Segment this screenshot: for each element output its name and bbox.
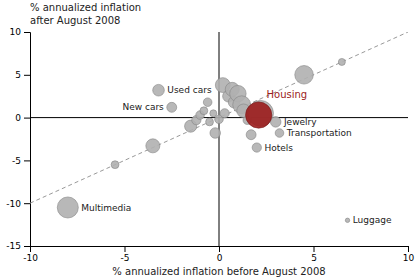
tick: -5 [12, 156, 30, 166]
tick-mark [24, 118, 30, 119]
bubble [167, 102, 177, 112]
tick: 10 [10, 27, 30, 37]
title: % annualized inflationafter August 2008 [30, 2, 141, 26]
axis-line [31, 247, 409, 253]
bubble [295, 66, 314, 85]
tick-label: -5 [121, 253, 130, 263]
axis-line [24, 33, 31, 247]
tick-label: 5 [15, 70, 21, 80]
tick: -10 [6, 199, 30, 209]
bubble [270, 117, 281, 128]
tick-label: 10 [10, 27, 22, 37]
tick-mark [125, 246, 126, 252]
point-label: Luggage [353, 215, 392, 225]
bubble [153, 84, 165, 96]
tick-label: 0 [217, 253, 223, 263]
bubble [345, 218, 349, 222]
tick: -15 [6, 241, 30, 251]
bubble [200, 107, 208, 115]
point-label: Multimedia [81, 203, 131, 213]
point-label: Jewelry [283, 117, 317, 127]
tick: 0 [15, 113, 30, 123]
tick: 0 [217, 246, 223, 263]
tick-label: -5 [12, 156, 21, 166]
bubble [275, 129, 284, 138]
bubble [146, 139, 160, 153]
labels: Multimedia Used carsNew cars Hotels Jewelry… [81, 85, 392, 225]
tick-label: -10 [23, 253, 38, 263]
bubble [206, 118, 214, 126]
bubble [338, 58, 345, 65]
point-label: Transportation [286, 128, 352, 138]
marks [30, 32, 408, 246]
tick-label: 5 [311, 253, 317, 263]
bubble [220, 109, 229, 118]
point-label: New cars [122, 102, 164, 112]
tick: -5 [121, 246, 130, 263]
point-label: Housing [267, 89, 308, 100]
tick: 10 [403, 246, 415, 263]
tick: -10 [23, 246, 38, 263]
plot: -10-50510-15-10-50510MultimediaUsed cars… [6, 27, 414, 263]
chart: -10-50510-15-10-50510MultimediaUsed cars… [0, 0, 420, 280]
tick-mark [24, 160, 30, 161]
bubble [203, 98, 212, 107]
tick-mark [24, 32, 30, 33]
bubble [57, 197, 78, 218]
tick-label: 10 [403, 253, 415, 263]
tick-mark [314, 246, 315, 252]
y-axis: -15 -10 -5 0 5 10 [6, 27, 30, 251]
point-label: Hotels [264, 143, 293, 153]
bubble [246, 102, 272, 128]
tick-label: -15 [6, 241, 21, 251]
bubble [111, 161, 119, 169]
x-axis-label: % annualized inflation before August 200… [112, 266, 325, 277]
tick-label: -10 [6, 199, 21, 209]
bubble [210, 110, 217, 117]
reference-line [219, 32, 220, 246]
bubble [210, 128, 221, 139]
tick-mark [24, 246, 30, 247]
tick-mark [408, 246, 409, 252]
tick-label: 0 [15, 113, 21, 123]
tick: 5 [311, 246, 317, 263]
x-axis: -10 -5 0 5 10 [23, 246, 414, 263]
tick-mark [24, 75, 30, 76]
tick-mark [24, 203, 30, 204]
bubble [252, 143, 261, 152]
tick: 5 [15, 70, 30, 80]
point-label: Used cars [167, 85, 212, 95]
tick-mark [219, 246, 220, 252]
bubble [246, 130, 256, 140]
